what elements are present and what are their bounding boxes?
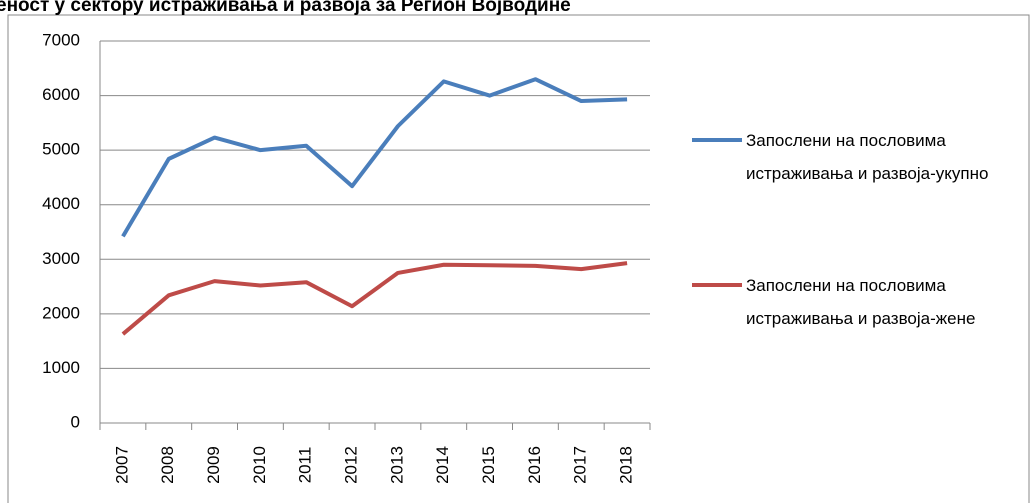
y-tick-label: 6000 [42, 85, 80, 104]
x-tick-label: 2013 [387, 446, 406, 484]
y-tick-label: 5000 [42, 140, 80, 159]
y-tick-label: 0 [71, 412, 80, 431]
legend-label: Запослени на пословима истраживања и раз… [746, 276, 976, 328]
x-tick-label: 2010 [250, 446, 269, 484]
x-tick-label: 2014 [433, 446, 452, 484]
y-tick-label: 4000 [42, 194, 80, 213]
x-tick-label: 2015 [479, 446, 498, 484]
x-tick-label: 2007 [112, 446, 131, 484]
x-tick-label: 2009 [204, 446, 223, 484]
legend-label: Запослени на пословима истраживања и раз… [746, 131, 989, 183]
x-tick-label: 2018 [617, 446, 636, 484]
x-tick-label: 2011 [296, 447, 315, 484]
line-series [121, 261, 628, 336]
x-tick-label: 2016 [525, 446, 544, 484]
y-tick-label: 3000 [42, 249, 80, 268]
y-tick-label: 2000 [42, 303, 80, 322]
y-tick-label: 7000 [42, 30, 80, 49]
chart-title: еност у сектору истраживања и развоја за… [0, 0, 571, 16]
y-tick-label: 1000 [42, 358, 80, 377]
x-tick-label: 2008 [158, 446, 177, 484]
x-tick-label: 2017 [571, 446, 590, 484]
chart-frame [7, 14, 1030, 503]
x-tick-label: 2012 [342, 446, 361, 484]
line-series [121, 77, 628, 238]
